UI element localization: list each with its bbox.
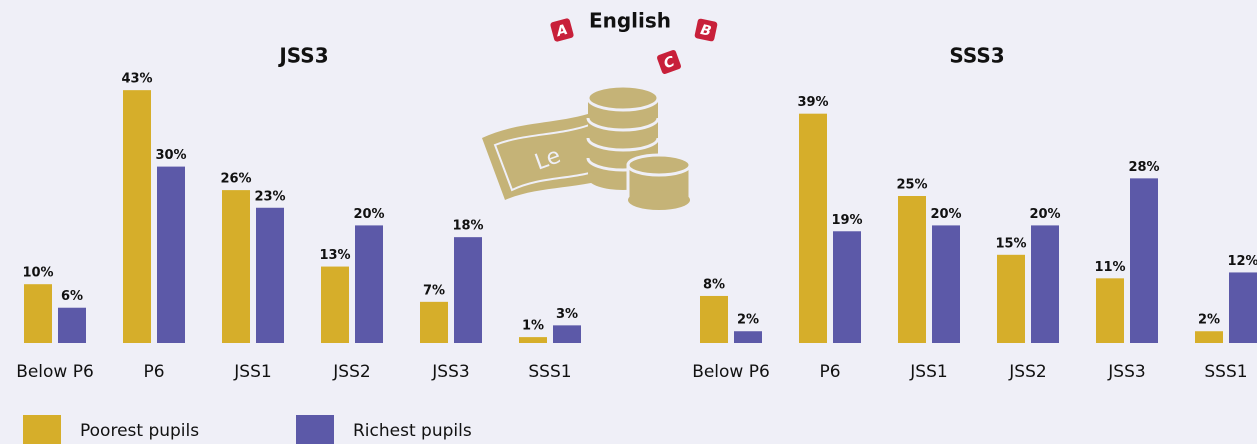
badge-b: B	[694, 18, 718, 42]
legend-swatch	[296, 415, 334, 444]
x-tick-label: P6	[819, 362, 840, 382]
chart: English A B C Le JSS3Below P610%6%P643%3…	[0, 0, 1257, 444]
value-label: 7%	[423, 283, 445, 298]
value-label: 28%	[1128, 160, 1159, 175]
value-label: 20%	[930, 207, 961, 222]
value-label: 1%	[522, 319, 544, 334]
value-label: 20%	[353, 207, 384, 222]
bar	[420, 302, 448, 343]
bar	[553, 325, 581, 343]
bar	[932, 225, 960, 343]
bar	[833, 231, 861, 343]
bar	[321, 267, 349, 343]
value-label: 11%	[1094, 260, 1125, 275]
x-tick-label: Below P6	[692, 362, 770, 382]
bar	[157, 167, 185, 343]
bar	[799, 114, 827, 343]
background	[0, 0, 1257, 444]
value-label: 3%	[556, 307, 578, 322]
bar	[1031, 225, 1059, 343]
value-label: 30%	[155, 148, 186, 163]
value-label: 2%	[1198, 313, 1220, 328]
value-label: 13%	[319, 248, 350, 263]
value-label: 19%	[831, 213, 862, 228]
x-tick-label: P6	[143, 362, 164, 382]
x-tick-label: SSS1	[1204, 362, 1247, 382]
coin-bottom-small	[628, 190, 690, 210]
value-label: 10%	[22, 266, 53, 281]
bar	[1096, 278, 1124, 343]
coin-top	[588, 86, 658, 110]
value-label: 2%	[737, 313, 759, 328]
bar	[700, 296, 728, 343]
value-label: 8%	[703, 277, 725, 292]
value-label: 39%	[797, 95, 828, 110]
bar	[454, 237, 482, 343]
x-tick-label: JSS1	[909, 362, 947, 382]
value-label: 15%	[995, 236, 1026, 251]
x-tick-label: JSS1	[233, 362, 271, 382]
bar	[256, 208, 284, 343]
bar	[123, 90, 151, 343]
bar	[24, 284, 52, 343]
value-label: 20%	[1029, 207, 1060, 222]
value-label: 23%	[254, 189, 285, 204]
x-tick-label: JSS3	[1107, 362, 1145, 382]
bar	[222, 190, 250, 343]
bar	[734, 331, 762, 343]
value-label: 43%	[121, 72, 152, 87]
bar	[997, 255, 1025, 343]
legend-label: Richest pupils	[353, 421, 472, 441]
legend-label: Poorest pupils	[80, 421, 199, 441]
coin-top-small	[628, 155, 690, 175]
x-tick-label: Below P6	[16, 362, 94, 382]
bar	[58, 308, 86, 343]
value-label: 26%	[220, 172, 251, 187]
chart-title: JSS3	[277, 44, 328, 68]
bar	[519, 337, 547, 343]
bar	[1195, 331, 1223, 343]
page: English A B C Le JSS3Below P610%6%P643%3…	[0, 0, 1257, 444]
value-label: 6%	[61, 289, 83, 304]
legend-swatch	[23, 415, 61, 444]
bar	[355, 225, 383, 343]
x-tick-label: SSS1	[528, 362, 571, 382]
bar	[898, 196, 926, 343]
main-title: English	[589, 9, 671, 33]
chart-title: SSS3	[949, 44, 1004, 68]
value-label: 25%	[896, 178, 927, 193]
value-label: 12%	[1227, 254, 1257, 269]
bar	[1130, 178, 1158, 343]
bar	[1229, 272, 1257, 343]
value-label: 18%	[452, 219, 483, 234]
x-tick-label: JSS2	[1008, 362, 1046, 382]
x-tick-label: JSS3	[431, 362, 469, 382]
x-tick-label: JSS2	[332, 362, 370, 382]
